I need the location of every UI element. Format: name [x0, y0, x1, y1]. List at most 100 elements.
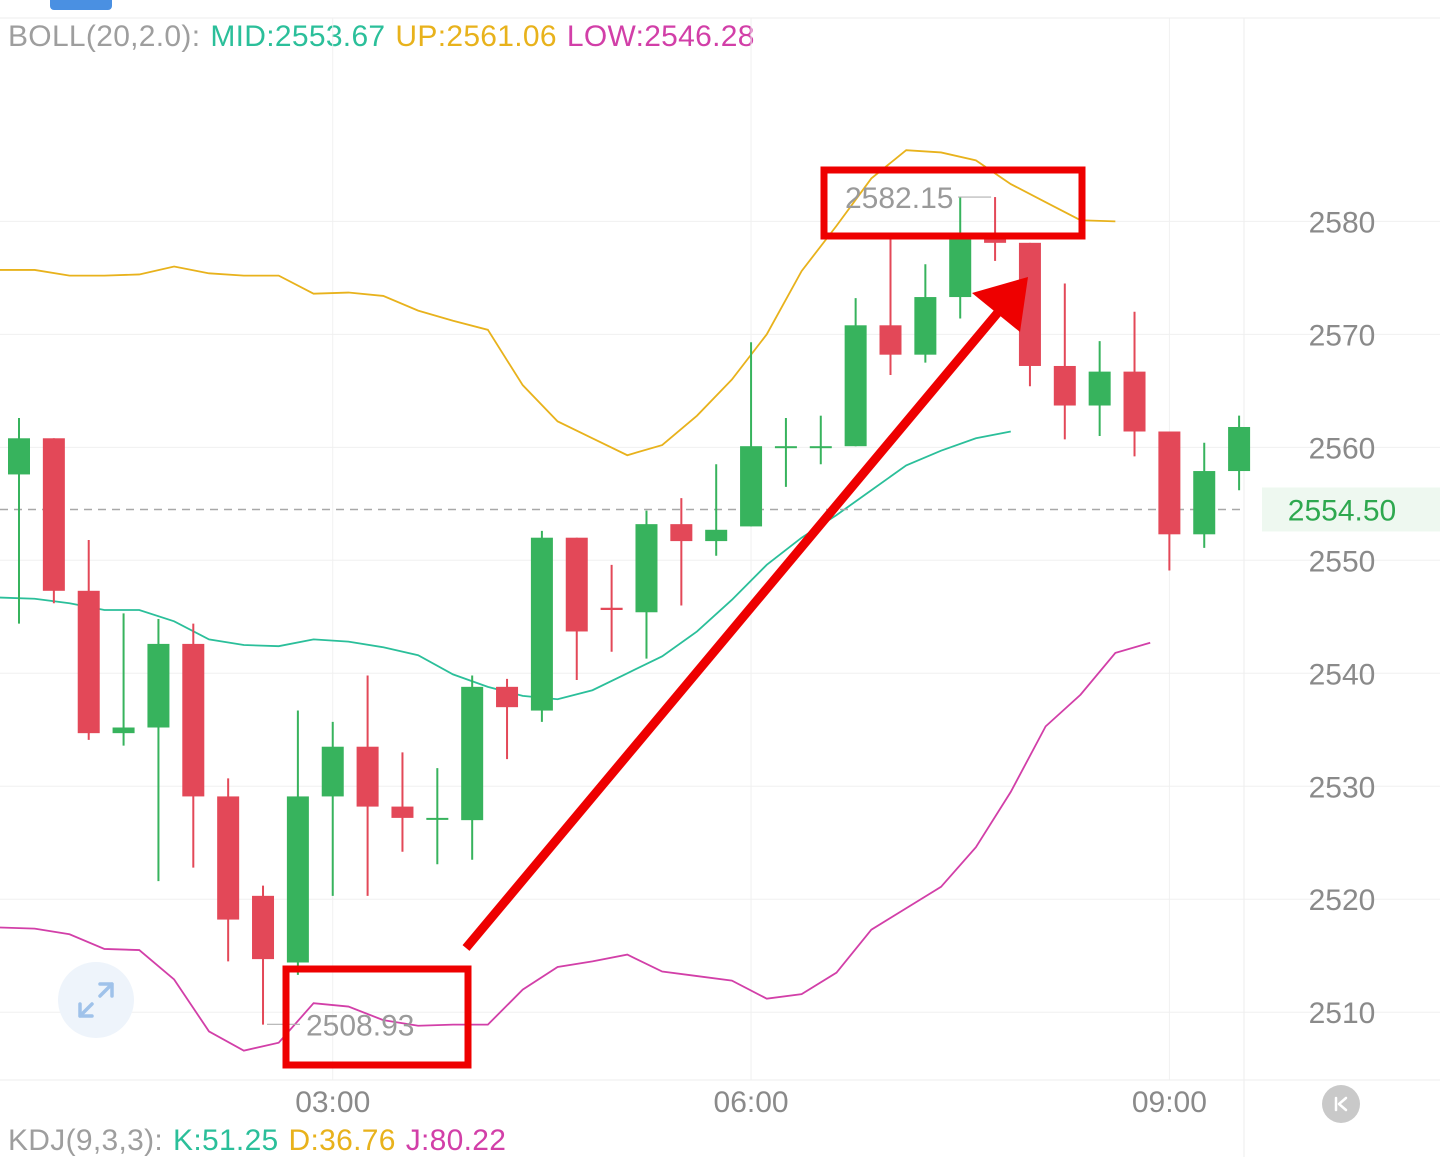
kdj-k-value: K:51.25	[173, 1124, 279, 1157]
y-tick-label: 2580	[1309, 206, 1376, 239]
low-highlight-box	[282, 965, 472, 1069]
candle	[112, 613, 135, 746]
candle-body	[112, 727, 135, 734]
candle-body	[356, 746, 379, 807]
candle	[252, 885, 275, 1025]
candle	[949, 197, 972, 319]
candle-body	[809, 446, 832, 449]
active-tab-indicator[interactable]	[50, 0, 112, 10]
candle	[286, 710, 309, 975]
candle	[809, 415, 832, 465]
current-price-label-bg	[1262, 487, 1440, 532]
candle	[182, 623, 205, 868]
candle-body	[1228, 426, 1251, 472]
candle-body	[740, 446, 763, 527]
candle	[1018, 242, 1041, 387]
high-highlight-box	[820, 166, 1086, 240]
candle	[1228, 415, 1251, 491]
candle-body	[182, 643, 205, 797]
axes: 2510 2520 2530 2540 2550 2560 2570 2580 03:00 06:…	[295, 206, 1440, 1119]
candles	[8, 197, 1251, 1025]
candle-body	[217, 796, 240, 920]
candle	[740, 342, 763, 527]
kdj-name: KDJ(9,3,3):	[8, 1124, 164, 1157]
candle-body	[147, 643, 170, 728]
candle	[984, 197, 1007, 261]
candle	[1193, 442, 1216, 548]
boll-lower-line	[0, 641, 1151, 1052]
candle	[461, 675, 484, 860]
boll-mid-value: MID:2553.67	[210, 20, 386, 53]
candle	[1053, 283, 1076, 440]
y-tick-label: 2550	[1309, 545, 1376, 578]
candle-body	[670, 524, 693, 542]
candle-body	[252, 895, 275, 960]
candle	[635, 510, 658, 659]
kdj-d-value: D:36.76	[288, 1124, 396, 1157]
candle-body	[844, 325, 867, 447]
candle	[530, 530, 553, 722]
candle-body	[391, 806, 414, 818]
candle	[8, 417, 30, 624]
candle-body	[321, 746, 344, 797]
y-tick-label: 2560	[1309, 432, 1376, 465]
bollinger-bands	[0, 149, 1244, 1052]
kdj-j-value: J:80.22	[405, 1124, 507, 1157]
candle-body	[774, 446, 797, 449]
candle	[321, 721, 344, 896]
candle-body	[1123, 371, 1146, 432]
annotations: 2582.15 2508.93	[267, 166, 1086, 1069]
candle	[391, 752, 414, 852]
candle-body	[1018, 242, 1041, 366]
candle-body	[8, 438, 30, 475]
candle	[356, 675, 379, 896]
candle	[496, 678, 519, 760]
candle-body	[461, 686, 484, 821]
candle-body	[565, 537, 588, 632]
expand-chart-button[interactable]	[58, 962, 134, 1038]
candle-body	[426, 817, 449, 820]
candle	[1088, 341, 1111, 437]
expand-arrows-icon	[78, 982, 114, 1018]
y-tick-label: 2530	[1309, 771, 1376, 804]
grid-lines	[0, 17, 1440, 1157]
y-tick-label: 2540	[1309, 658, 1376, 691]
candle	[42, 438, 65, 604]
candle	[426, 768, 449, 865]
candle	[1123, 311, 1146, 457]
candle	[565, 537, 588, 681]
candle	[914, 264, 937, 363]
candle	[147, 619, 170, 882]
y-tick-label: 2510	[1309, 997, 1376, 1030]
candle-body	[879, 325, 902, 355]
candle-body	[949, 238, 972, 298]
candle	[879, 233, 902, 376]
candle	[844, 298, 867, 447]
candle-body	[635, 524, 658, 613]
candle	[670, 498, 693, 606]
candle-body	[705, 529, 728, 542]
boll-upper-line	[0, 149, 1116, 457]
boll-up-value: UP:2561.06	[395, 20, 557, 53]
candle-body	[1053, 365, 1076, 406]
candle	[774, 417, 797, 487]
candle	[217, 778, 240, 962]
candle	[1158, 431, 1181, 571]
x-tick-label: 03:00	[295, 1086, 370, 1119]
candle-body	[1193, 471, 1216, 535]
candle-body	[600, 607, 623, 611]
candle	[600, 564, 623, 652]
scroll-to-latest-button[interactable]	[1322, 1085, 1360, 1123]
candle-body	[77, 590, 100, 734]
high-price-label: 2582.15	[845, 182, 953, 215]
x-tick-label: 06:00	[714, 1086, 789, 1119]
candle-body	[286, 796, 309, 963]
candle-body	[1158, 431, 1181, 535]
y-tick-label: 2570	[1309, 319, 1376, 352]
candle-body	[530, 537, 553, 711]
trend-arrow-shaft	[462, 307, 1004, 951]
candle-body	[496, 686, 519, 708]
kdj-indicator-header: KDJ(9,3,3): K:51.25 D:36.76 J:80.22	[8, 1124, 516, 1158]
trend-arrow-head	[972, 277, 1028, 332]
